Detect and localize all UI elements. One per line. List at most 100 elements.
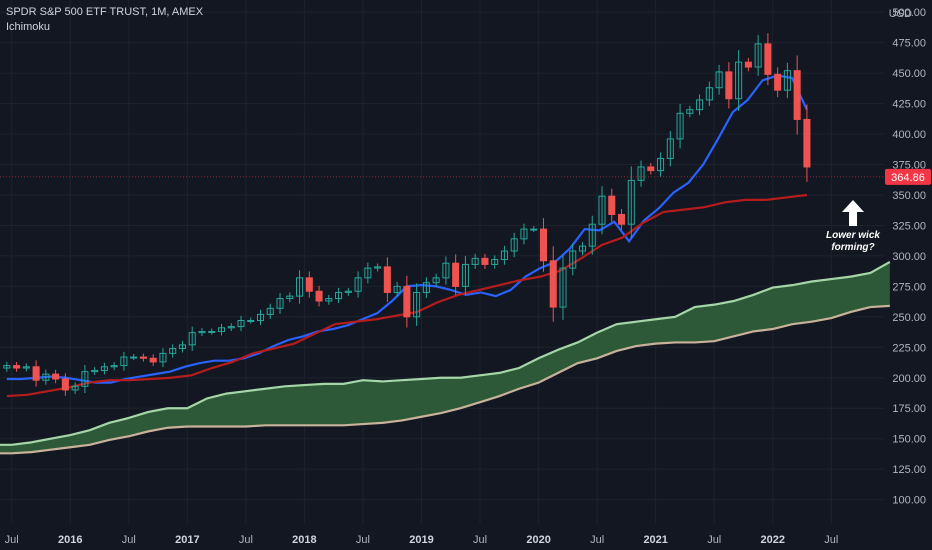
price-tick-label: 250.00	[892, 312, 926, 324]
time-tick-label: Jul	[824, 534, 838, 546]
candle-body	[208, 330, 216, 333]
ichimoku-lines	[6, 74, 808, 398]
time-tick-label: Jul	[122, 534, 136, 546]
time-tick-label: 2018	[292, 534, 316, 546]
price-tick-label: 150.00	[892, 434, 926, 446]
candle-body	[335, 291, 343, 300]
candle-body	[149, 357, 157, 363]
annotation-line-1: Lower wick	[826, 230, 880, 241]
price-tick-label: 350.00	[892, 190, 926, 202]
candle-body	[344, 290, 352, 293]
candle-body	[296, 277, 304, 297]
candle-body	[315, 290, 323, 302]
candle-body	[725, 71, 733, 100]
time-tick-label: 2021	[643, 534, 667, 546]
price-tick-label: 200.00	[892, 373, 926, 385]
candle-body	[491, 259, 499, 265]
candle-body	[3, 365, 11, 369]
candle-body	[569, 250, 577, 269]
leading-span-a	[0, 261, 891, 446]
candle-body	[393, 285, 401, 293]
price-axis[interactable]: 100.00 125.00 150.00 175.00 200.00 225.00 250.…	[892, 7, 926, 506]
candle-body	[286, 295, 294, 300]
candle-body	[217, 327, 226, 332]
candle-body	[276, 298, 284, 309]
candle-body	[461, 263, 469, 287]
current-price-badge	[885, 168, 931, 185]
candle-body	[354, 277, 362, 292]
candle-body	[413, 291, 421, 318]
price-tick-label: 375.00	[892, 160, 926, 172]
up-arrow-icon	[842, 200, 864, 226]
candle-body	[256, 313, 265, 321]
candle-body	[305, 277, 313, 292]
candle-body	[500, 250, 508, 261]
time-tick-label: Jul	[473, 534, 487, 546]
annotation-line-2: forming?	[831, 242, 875, 253]
time-axis[interactable]: Jul 2016 Jul 2017 Jul 2018 Jul 2019 Jul 2020 Jul 20…	[5, 534, 839, 546]
candle-body	[481, 257, 489, 265]
candle-body	[539, 228, 547, 262]
time-tick-label: 2020	[526, 534, 550, 546]
candle-body	[676, 112, 684, 140]
candle-body	[657, 157, 665, 172]
candle-body	[237, 319, 245, 328]
candle-body	[227, 326, 235, 329]
price-tick-label: 475.00	[892, 38, 926, 50]
candle-body	[61, 378, 69, 391]
candle-body	[364, 267, 372, 279]
candle-body	[452, 262, 460, 287]
current-price-label: 364.86	[891, 172, 925, 184]
candle-body	[705, 87, 713, 101]
candle-body	[110, 365, 118, 368]
candle-body	[803, 118, 811, 168]
candle-body	[627, 179, 635, 225]
candle-body	[559, 267, 567, 308]
time-tick-label: 2016	[58, 534, 82, 546]
candle-body	[735, 61, 743, 100]
candle-body	[510, 238, 518, 252]
time-tick-label: Jul	[707, 534, 721, 546]
candle-body	[130, 356, 138, 359]
time-tick-label: Jul	[5, 534, 19, 546]
candle-body	[71, 385, 79, 391]
candle-body	[247, 319, 255, 322]
candle-body	[188, 332, 196, 346]
candle-body	[783, 70, 791, 91]
candle-body	[13, 365, 21, 369]
candle-body	[471, 257, 479, 265]
candle-body	[793, 70, 801, 120]
current-price-marker: 364.86	[0, 168, 931, 185]
candle-body	[608, 195, 616, 215]
candle-body	[178, 344, 186, 350]
candle-body	[432, 277, 440, 284]
candle-body	[588, 223, 596, 247]
candle-body	[530, 228, 538, 231]
price-tick-label: 425.00	[892, 99, 926, 111]
price-tick-label: 450.00	[892, 68, 926, 80]
cloud-fill	[0, 262, 890, 454]
candle-body	[637, 166, 645, 181]
price-tick-label: 125.00	[892, 464, 926, 476]
leading-span-b	[0, 304, 890, 455]
grid-lines	[0, 0, 884, 524]
candle-body	[22, 366, 30, 369]
price-tick-label: 300.00	[892, 251, 926, 263]
price-tick-label: 175.00	[892, 403, 926, 415]
candle-body	[42, 373, 50, 381]
candle-body	[169, 348, 177, 354]
candle-body	[100, 366, 108, 371]
candle-body	[744, 61, 752, 68]
price-tick-label: 275.00	[892, 281, 926, 293]
candle-body	[618, 213, 626, 225]
candle-body	[139, 356, 147, 359]
indicator-label[interactable]: Ichimoku	[6, 21, 51, 33]
candle-body	[325, 298, 333, 302]
candle-body	[81, 371, 89, 387]
candle-body	[774, 73, 782, 91]
candle-body	[666, 138, 674, 159]
candle-body	[520, 228, 528, 240]
candle-body	[403, 285, 411, 318]
candle-body	[686, 109, 694, 114]
